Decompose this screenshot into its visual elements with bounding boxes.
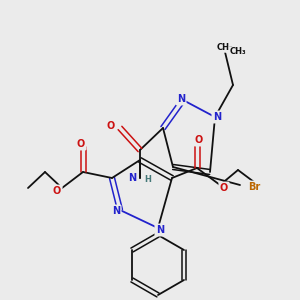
Text: O: O [77, 139, 85, 149]
Text: O: O [220, 183, 228, 193]
Text: N: N [112, 206, 120, 216]
Text: N: N [156, 225, 164, 235]
Text: CH₃: CH₃ [230, 47, 247, 56]
Text: Br: Br [248, 182, 260, 192]
Text: O: O [107, 121, 115, 131]
Text: CH₂: CH₂ [217, 43, 233, 52]
Text: N: N [177, 94, 185, 104]
Text: O: O [195, 135, 203, 145]
Text: N: N [213, 112, 221, 122]
Text: O: O [53, 186, 61, 196]
Text: H: H [145, 176, 152, 184]
Text: N: N [128, 173, 136, 183]
